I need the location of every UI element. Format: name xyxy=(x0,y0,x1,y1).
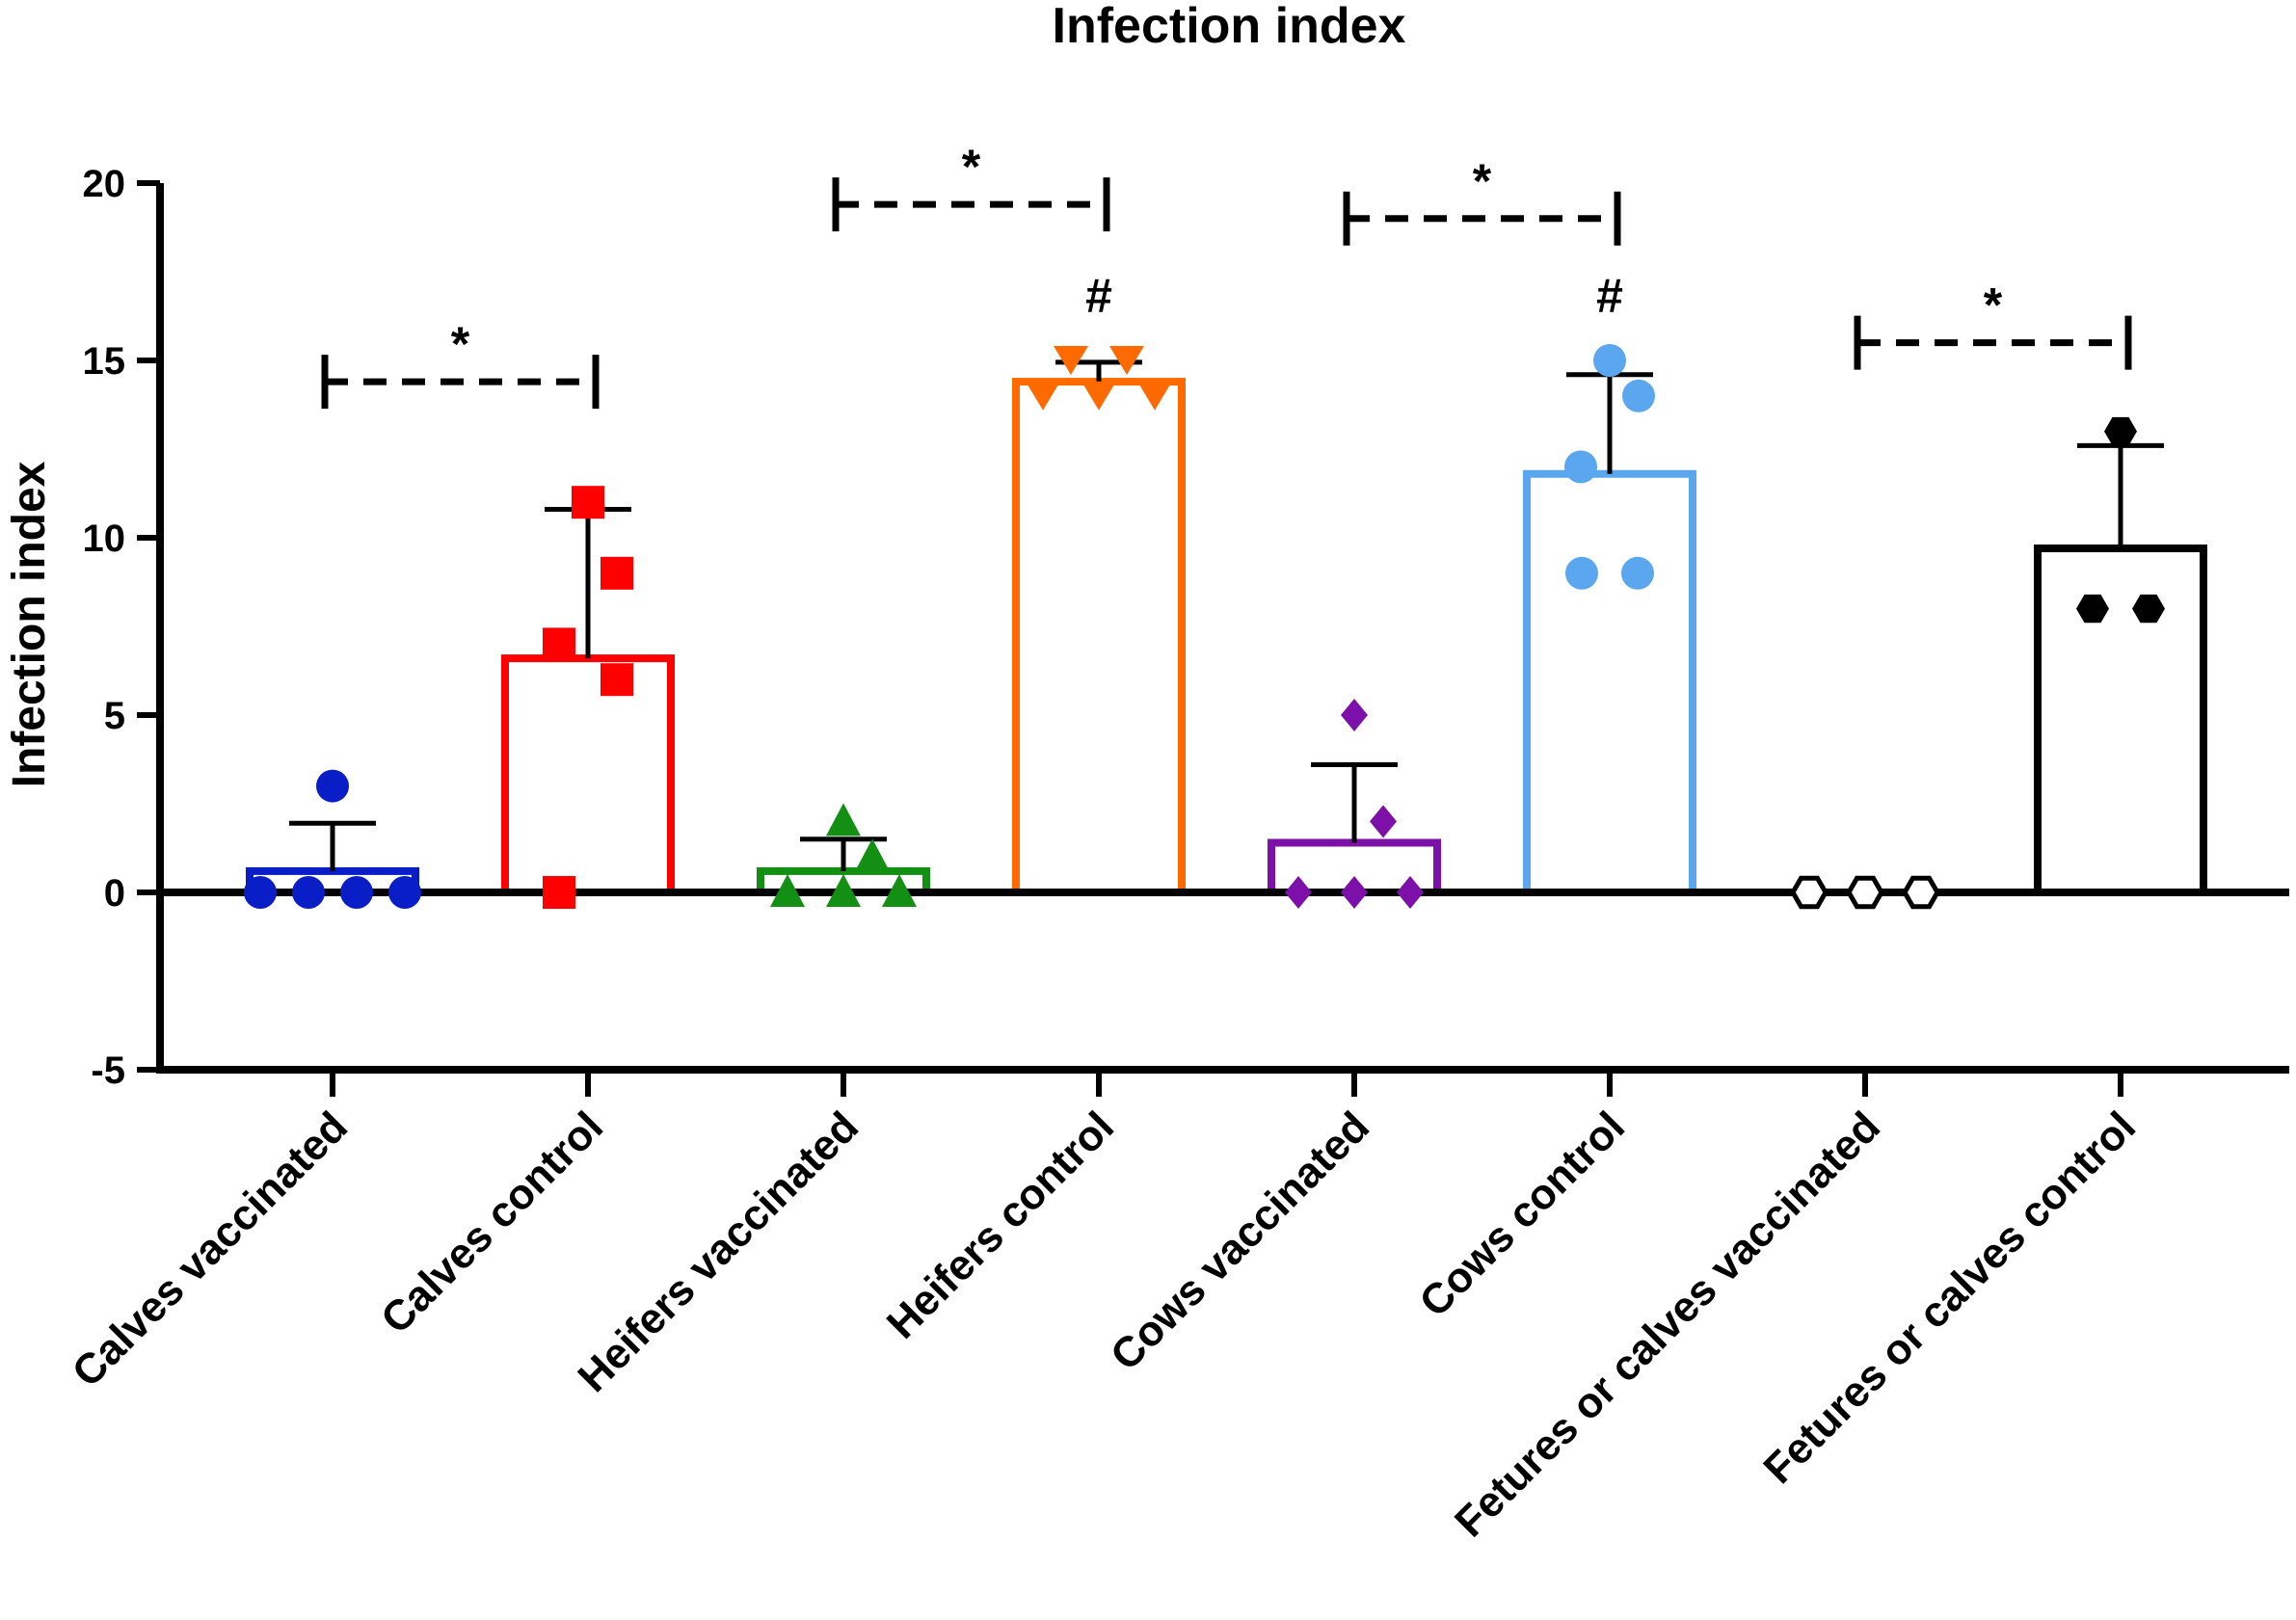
data-point-1-4 xyxy=(543,876,575,909)
data-point-1-1 xyxy=(601,556,633,590)
comparison-label-2: * xyxy=(1473,154,1492,208)
data-point-2-4 xyxy=(882,874,917,907)
hash-marker-1: # xyxy=(1596,269,1623,323)
data-point-0-2 xyxy=(292,876,325,909)
x-tick-label-6: Fetures or calves vaccinated xyxy=(1446,1102,1889,1546)
data-point-2-1 xyxy=(855,838,890,872)
bar-1 xyxy=(501,654,675,896)
data-point-1-2 xyxy=(543,627,575,661)
bar-7 xyxy=(2034,544,2207,896)
data-point-3-3 xyxy=(1081,381,1116,411)
x-tick-label-3: Heifers control xyxy=(878,1102,1123,1347)
data-point-2-0 xyxy=(826,803,861,837)
data-point-2-3 xyxy=(826,874,861,907)
data-point-7-2 xyxy=(2132,594,2165,624)
data-point-4-3 xyxy=(1341,876,1368,909)
y-tick-label-0: 20 xyxy=(83,163,126,205)
data-point-7-0 xyxy=(2104,416,2137,446)
comparison-label-1: * xyxy=(962,140,981,194)
data-point-3-1 xyxy=(1109,346,1144,375)
data-point-0-0 xyxy=(316,769,349,803)
x-tick-label-4: Cows vaccinated xyxy=(1102,1102,1378,1379)
y-tick-label-3: 5 xyxy=(104,695,125,737)
data-point-4-2 xyxy=(1285,876,1312,909)
data-point-3-4 xyxy=(1137,381,1172,411)
bar-5 xyxy=(1523,469,1696,896)
x-tick-label-1: Calves control xyxy=(372,1102,612,1342)
y-tick-label-4: 0 xyxy=(104,872,125,915)
y-axis-label: Infection index xyxy=(4,461,55,787)
chart-title: Infection index xyxy=(1053,0,1406,54)
plot-area: 20 15 10 5 0 -5 Calves vaccinated Calves contro… xyxy=(64,140,2289,1547)
y-tick-label-2: 10 xyxy=(83,518,126,560)
data-point-5-0 xyxy=(1593,344,1626,377)
data-point-0-4 xyxy=(388,876,421,909)
bar-3 xyxy=(1012,378,1186,896)
data-point-4-0 xyxy=(1341,699,1368,731)
data-point-6-0 xyxy=(1790,875,1829,910)
data-point-5-3 xyxy=(1565,556,1598,590)
data-point-5-2 xyxy=(1564,450,1597,484)
x-tick-label-2: Heifers vaccinated xyxy=(569,1102,868,1401)
data-point-1-3 xyxy=(601,663,633,697)
data-point-2-2 xyxy=(770,874,805,907)
data-point-7-1 xyxy=(2076,594,2109,624)
x-tick-label-5: Cows control xyxy=(1410,1102,1634,1326)
comparison-label-0: * xyxy=(451,317,470,371)
data-point-4-4 xyxy=(1397,876,1424,909)
data-point-6-1 xyxy=(1846,875,1884,910)
data-point-0-1 xyxy=(244,876,277,909)
x-tick-label-0: Calves vaccinated xyxy=(64,1102,357,1395)
hash-marker-0: # xyxy=(1085,269,1112,323)
data-point-4-1 xyxy=(1370,805,1397,838)
comparison-label-3: * xyxy=(1984,279,2003,332)
y-tick-label-5: -5 xyxy=(91,1049,125,1092)
data-point-3-2 xyxy=(1026,381,1060,411)
data-point-1-0 xyxy=(572,486,604,519)
data-point-5-1 xyxy=(1622,379,1655,412)
data-point-5-4 xyxy=(1621,556,1654,590)
data-point-6-2 xyxy=(1902,875,1940,910)
y-tick-label-1: 15 xyxy=(83,340,126,383)
data-point-0-3 xyxy=(340,876,373,909)
data-point-3-0 xyxy=(1054,346,1088,375)
